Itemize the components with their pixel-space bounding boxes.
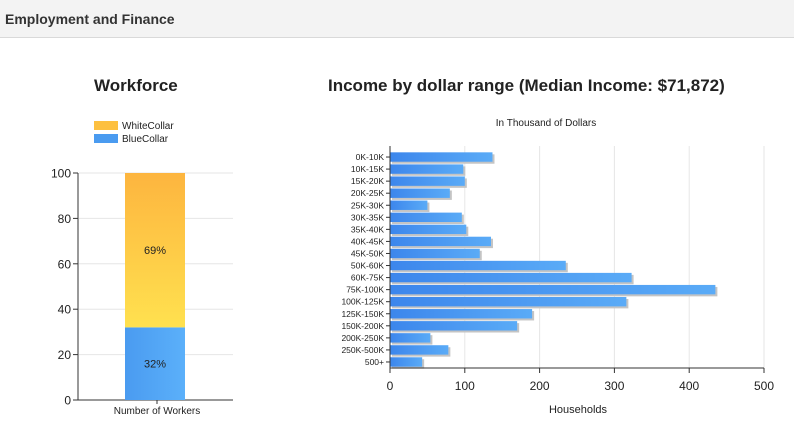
y-category-label: 25K-30K (351, 200, 384, 210)
bar-125k-150k (390, 309, 533, 319)
y-tick-label: 20 (58, 348, 72, 362)
bar-0k-10k (390, 152, 493, 162)
y-category-label: 60K-75K (351, 273, 384, 283)
y-tick-label: 40 (58, 303, 72, 317)
y-category-label: 45K-50K (351, 248, 384, 258)
x-tick-label: 200 (530, 379, 550, 393)
bar-segment-whitecollar (125, 173, 185, 328)
x-tick-label: 100 (455, 379, 475, 393)
x-axis-title: Households (549, 404, 608, 416)
y-category-label: 50K-60K (351, 261, 384, 271)
x-tick-label: 500 (754, 379, 774, 393)
y-category-label: 30K-35K (351, 212, 384, 222)
legend-label-whitecollar: WhiteCollar (122, 121, 174, 132)
y-category-label: 75K-100K (346, 285, 384, 295)
section-title: Employment and Finance (5, 11, 175, 27)
y-tick-label: 60 (58, 257, 72, 271)
y-category-label: 150K-200K (341, 321, 384, 331)
legend-swatch-bluecollar (94, 134, 118, 143)
bar-250k-500k (390, 345, 449, 355)
x-tick-label: 0 (387, 379, 394, 393)
bar-40k-45k (390, 236, 491, 247)
x-tick-label: 300 (604, 379, 624, 393)
bar-75k-100k (390, 284, 716, 295)
y-category-label: 200K-250K (341, 333, 384, 343)
bar-100k-125k (390, 296, 627, 307)
bar-200k-250k (390, 333, 431, 343)
y-tick-label: 0 (64, 394, 71, 408)
bar-35k-40k (390, 224, 467, 235)
y-category-label: 500+ (365, 357, 384, 367)
y-category-label: 40K-45K (351, 236, 384, 246)
workforce-chart-title: Workforce (94, 76, 178, 95)
x-category-label: Number of Workers (114, 406, 201, 417)
bar-15k-20k (390, 176, 465, 186)
bar-25k-30k (390, 200, 428, 210)
bar-500-plus (390, 357, 423, 367)
bar-45k-50k (390, 248, 480, 259)
data-label-bluecollar: 32% (144, 359, 166, 371)
legend-label-bluecollar: BlueCollar (122, 134, 169, 145)
section-header: Employment and Finance (0, 0, 794, 38)
bar-60k-75k (390, 272, 632, 283)
bar-segment-bluecollar (125, 327, 185, 400)
bar-10k-15k (390, 164, 464, 174)
x-tick-label: 400 (679, 379, 699, 393)
bar-20k-25k (390, 188, 450, 198)
y-category-label: 100K-125K (341, 297, 384, 307)
y-tick-label: 80 (58, 212, 72, 226)
y-category-label: 20K-25K (351, 188, 384, 198)
y-tick-label: 100 (51, 167, 71, 181)
y-category-label: 250K-500K (341, 345, 384, 355)
bar-150k-200k (390, 321, 518, 331)
legend-swatch-whitecollar (94, 121, 118, 130)
y-category-label: 125K-150K (341, 309, 384, 319)
data-label-whitecollar: 69% (144, 245, 166, 257)
y-category-label: 15K-20K (351, 176, 384, 186)
bar-50k-60k (390, 260, 566, 271)
bar-30k-35k (390, 212, 462, 223)
y-category-label: 10K-15K (351, 164, 384, 174)
income-chart-title: Income by dollar range (Median Income: $… (328, 76, 725, 95)
income-subtitle: In Thousand of Dollars (496, 118, 596, 129)
y-category-label: 0K-10K (356, 152, 385, 162)
y-category-label: 35K-40K (351, 224, 384, 234)
